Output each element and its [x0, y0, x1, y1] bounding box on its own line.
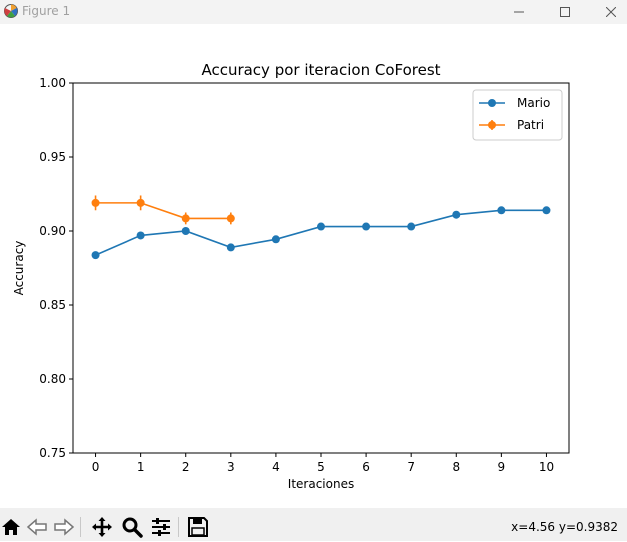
window-title: Figure 1: [22, 4, 71, 18]
data-point-patri: [136, 198, 145, 207]
data-point-mario: [362, 222, 371, 231]
y-tick-label: 0.90: [39, 224, 66, 238]
forward-button[interactable]: [53, 516, 75, 538]
minimize-icon: [514, 11, 524, 13]
figure-canvas[interactable]: 0 1 2 3 4 5 6 7 8 9 10 0.75 0.80 0.85 0.90 0.95 1.00 Accu…: [0, 24, 627, 508]
pan-icon: [92, 517, 112, 537]
y-tick-label: 0.75: [39, 446, 66, 460]
data-point-mario: [542, 206, 551, 215]
data-point-patri: [181, 214, 190, 223]
close-icon: [606, 7, 616, 17]
y-tick-label: 0.80: [39, 372, 66, 386]
data-point-mario: [497, 206, 506, 215]
toolbar-separator: [80, 517, 81, 537]
y-tick-label: 1.00: [39, 76, 66, 90]
close-button[interactable]: [588, 0, 627, 24]
window-titlebar: Figure 1: [0, 0, 627, 24]
data-point-mario: [407, 222, 416, 231]
y-axis-label: Accuracy: [12, 241, 26, 296]
x-tick-label: 10: [539, 460, 554, 474]
x-tick-label: 2: [182, 460, 190, 474]
x-tick-label: 3: [227, 460, 235, 474]
x-tick-label: 4: [272, 460, 280, 474]
zoom-icon: [122, 517, 143, 538]
series-line-patri: [95, 202, 231, 220]
maximize-button[interactable]: [542, 0, 588, 24]
configure-subplots-icon: [152, 518, 170, 536]
x-tick-label: 8: [452, 460, 460, 474]
configure-subplots-button[interactable]: [150, 516, 172, 538]
y-tick-label: 0.85: [39, 298, 66, 312]
legend-marker-mario: [488, 99, 496, 107]
back-button[interactable]: [26, 516, 48, 538]
data-point-mario: [91, 251, 100, 260]
data-point-mario: [317, 222, 325, 231]
toolbar-separator: [178, 517, 179, 537]
save-button[interactable]: [187, 516, 209, 538]
legend-label-mario: Mario: [517, 96, 550, 110]
pan-button[interactable]: [91, 516, 113, 538]
data-point-mario: [181, 227, 190, 235]
x-tick-label: 0: [92, 460, 100, 474]
home-icon: [2, 519, 20, 535]
maximize-icon: [560, 7, 570, 17]
zoom-button[interactable]: [121, 516, 143, 538]
data-point-mario: [136, 231, 145, 240]
cursor-coordinates: x=4.56 y=0.9382: [511, 520, 618, 534]
x-tick-label: 6: [362, 460, 370, 474]
x-tick-label: 9: [498, 460, 506, 474]
x-tick-label: 5: [317, 460, 325, 474]
x-axis-label: Iteraciones: [288, 477, 354, 491]
navigation-toolbar: x=4.56 y=0.9382: [0, 508, 627, 541]
save-icon: [188, 517, 208, 537]
x-tick-label: 1: [137, 460, 145, 474]
data-point-patri: [226, 214, 235, 223]
x-tick-label: 7: [407, 460, 415, 474]
legend-marker-patri: [488, 121, 496, 129]
y-tick-label: 0.95: [39, 150, 66, 164]
data-point-mario: [226, 243, 235, 252]
legend-label-patri: Patri: [517, 118, 544, 132]
chart: 0 1 2 3 4 5 6 7 8 9 10 0.75 0.80 0.85 0.90 0.95 1.00 Accu…: [12, 61, 570, 491]
data-point-mario: [271, 235, 280, 244]
minimize-button[interactable]: [496, 0, 542, 24]
forward-icon: [54, 518, 75, 536]
home-button[interactable]: [0, 516, 22, 538]
data-point-patri: [91, 198, 100, 207]
chart-title: Accuracy por iteracion CoForest: [201, 61, 440, 79]
plot-area: [72, 82, 570, 454]
data-point-mario: [452, 210, 461, 219]
back-icon: [26, 518, 47, 536]
matplotlib-logo-icon: [4, 4, 18, 18]
